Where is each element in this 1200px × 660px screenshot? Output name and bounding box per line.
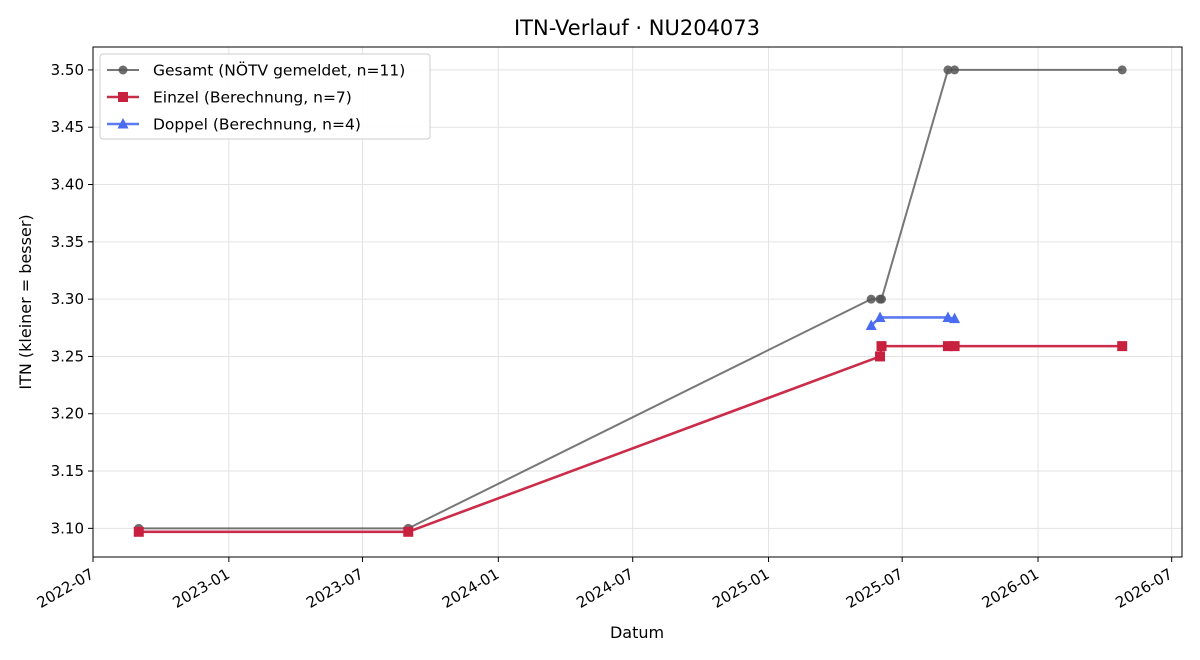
data-point xyxy=(877,294,887,304)
y-tick-label: 3.25 xyxy=(51,347,84,365)
data-point xyxy=(1117,65,1127,75)
data-point xyxy=(865,319,877,330)
y-tick-label: 3.10 xyxy=(51,519,84,537)
x-tick-label: 2026-07 xyxy=(1112,565,1175,612)
legend: Gesamt (NÖTV gemeldet, n=11) Einzel (Bere… xyxy=(99,53,431,140)
y-tick-label: 3.20 xyxy=(51,405,84,423)
data-point xyxy=(875,351,886,362)
x-axis-label: Datum xyxy=(610,623,664,642)
x-tick-label: 2026-01 xyxy=(979,565,1042,612)
x-tick-label: 2023-01 xyxy=(170,565,233,612)
x-axis: 2022-07 2023-01 2023-07 2024-01 2024-07 2025-… xyxy=(34,557,1176,612)
data-point xyxy=(950,65,960,75)
data-point xyxy=(942,341,953,352)
legend-entry: Gesamt (NÖTV gemeldet, n=11) xyxy=(107,61,405,80)
y-tick-label: 3.40 xyxy=(51,176,84,194)
y-tick-label: 3.30 xyxy=(51,290,84,308)
data-point xyxy=(866,294,876,304)
legend-marker xyxy=(118,65,128,75)
y-tick-label: 3.45 xyxy=(51,118,84,136)
y-tick-label: 3.15 xyxy=(51,462,84,480)
y-tick-label: 3.35 xyxy=(51,233,84,251)
series-1 xyxy=(133,341,1128,537)
data-point xyxy=(874,311,886,322)
x-tick-label: 2024-07 xyxy=(573,565,636,612)
series-2 xyxy=(865,311,961,330)
legend-box xyxy=(99,53,431,140)
legend-entry: Doppel (Berechnung, n=4) xyxy=(107,116,361,134)
x-tick-label: 2024-01 xyxy=(439,565,502,612)
series-layer xyxy=(133,65,1128,537)
legend-label: Gesamt (NÖTV gemeldet, n=11) xyxy=(153,61,405,80)
legend-marker xyxy=(118,92,128,102)
chart-title: ITN-Verlauf · NU204073 xyxy=(514,16,760,40)
data-point xyxy=(133,526,144,537)
data-point xyxy=(943,65,953,75)
x-tick-label: 2022-07 xyxy=(34,565,97,612)
x-tick-label: 2025-01 xyxy=(709,565,772,612)
data-point xyxy=(949,312,961,324)
data-point xyxy=(403,526,414,537)
x-tick-label: 2025-07 xyxy=(843,565,906,612)
legend-label: Doppel (Berechnung, n=4) xyxy=(153,116,361,134)
data-point xyxy=(942,311,954,322)
data-point xyxy=(949,341,960,352)
plot-frame xyxy=(92,46,1183,558)
grid xyxy=(92,47,1182,557)
series-line xyxy=(138,344,1123,534)
legend-entry: Einzel (Berechnung, n=7) xyxy=(107,89,352,107)
data-point xyxy=(876,341,887,352)
data-point xyxy=(1117,341,1128,352)
legend-marker xyxy=(117,118,129,129)
y-tick-label: 3.50 xyxy=(51,61,84,79)
y-axis-label: ITN (kleiner = besser) xyxy=(16,214,35,389)
y-axis: 3.10 3.15 3.20 3.25 3.30 3.35 3.40 3.45 3.50 xyxy=(51,61,93,537)
x-tick-label: 2023-07 xyxy=(303,565,366,612)
legend-label: Einzel (Berechnung, n=7) xyxy=(153,89,352,107)
